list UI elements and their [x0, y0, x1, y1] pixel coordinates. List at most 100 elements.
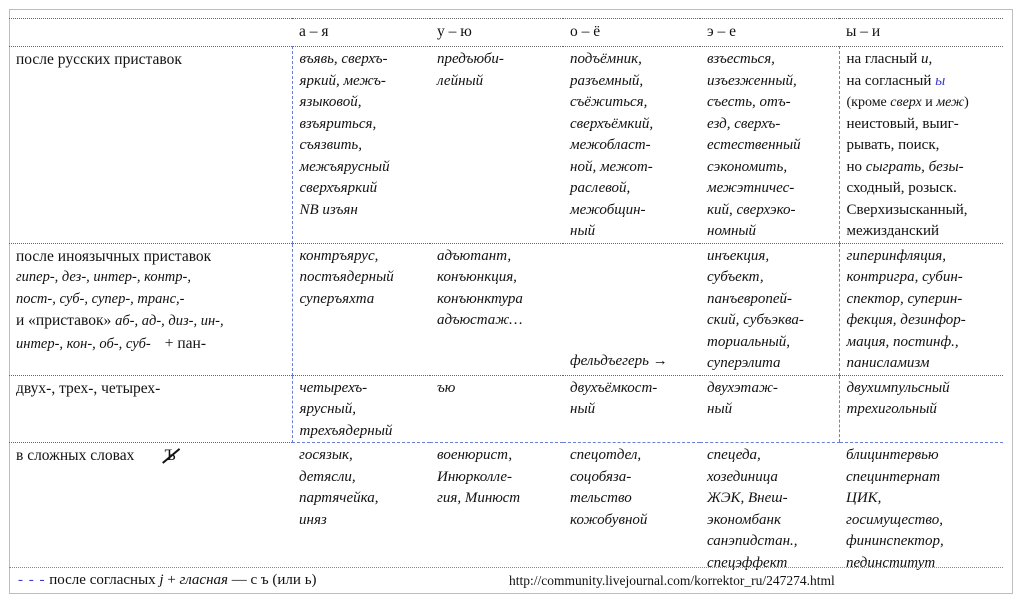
- text-run-italic: аб-, ад-, диз-, ин-,: [115, 313, 224, 329]
- cell-line: изъезженный,: [707, 72, 797, 89]
- row-label-numeric: двух-, трех-, четырех-: [9, 375, 292, 443]
- cell-line: разъемный,: [570, 72, 644, 89]
- cell-line: межизданский: [846, 223, 940, 239]
- cell-line: госязык,: [299, 447, 353, 463]
- text-run-italic: меж: [936, 95, 965, 110]
- cell-foreign-e: инъекция, субъект, панъевропей- ский, су…: [700, 243, 839, 376]
- cell-line: езд, сверхъ-: [707, 115, 781, 132]
- text-run-italic: сверх: [890, 95, 922, 110]
- col-header-y-i: ы – и: [839, 18, 1003, 47]
- row-label-compound: в сложных словах Ъ: [9, 443, 292, 578]
- text-run: ): [964, 95, 969, 110]
- footer-text: — с ъ (или ь): [228, 572, 317, 588]
- cell-line: но сыграть, безы-: [847, 157, 997, 179]
- cell-line: инъекция,: [707, 247, 770, 264]
- cell-line: естественный: [707, 137, 801, 153]
- cell-line: фекция, дезинфор-: [846, 312, 966, 328]
- cell-line: ный: [707, 401, 733, 417]
- cell-line: сходный, розыск.: [846, 180, 957, 196]
- cell-line: четырехъ-: [299, 379, 368, 396]
- cell-line: госимущество,: [846, 511, 943, 528]
- cell-foreign-a: контръярус, постъядерный суперъяхта: [291, 243, 430, 376]
- cell-line: суперъяхта: [299, 290, 375, 307]
- cell-line: на гласный и,: [847, 49, 997, 71]
- text-run: (кроме: [846, 95, 891, 110]
- row-foreign-prefixes: после иноязычных приставок гипер-, дез-,…: [9, 243, 1003, 376]
- cell-line: яркий, межъ-: [299, 72, 386, 89]
- cell-line: тельство: [570, 490, 632, 506]
- cell-line: Сверхизысканный,: [846, 201, 968, 218]
- cell-line: военюрист,: [437, 447, 513, 463]
- cell-line: ный: [570, 223, 596, 239]
- col-header-u-yu: у – ю: [430, 18, 563, 47]
- cell-compound-y: блицинтервью специнтернат ЦИК, госимущес…: [839, 443, 1003, 578]
- text-run-italic: интер-, кон-, об-, суб-: [16, 335, 151, 352]
- cell-line: кий, сверхэко-: [707, 201, 796, 218]
- cell-line: межэтничес-: [707, 180, 795, 196]
- cell-line: сэкономить,: [707, 158, 788, 175]
- foreign-prefix-list: интер-, кон-, об-, суб- + пан-: [16, 333, 285, 356]
- header-row: а – я у – ю о – ё э – е ы – и: [9, 18, 1003, 47]
- footer-j: j: [159, 572, 164, 588]
- cell-line: гия, Минюст: [437, 490, 521, 506]
- cell-numeric-e: двухэтаж- ный: [700, 375, 839, 443]
- text-run: и: [921, 95, 937, 110]
- cell-line: межъярусный: [299, 158, 390, 175]
- cell-line: постъядерный: [299, 269, 394, 285]
- text-run-italic: и,: [921, 51, 933, 67]
- cell-line: суперэлита: [707, 355, 781, 371]
- cell-line: партячейка,: [299, 490, 379, 506]
- cell-compound-e: спецеда, хозединица ЖЭК, Внеш- экономбан…: [700, 443, 839, 578]
- cell-line: языковой,: [299, 94, 362, 110]
- cell-line: мация, постинф.,: [846, 333, 959, 350]
- cell-line: сверхъёмкий,: [570, 115, 654, 132]
- cell-line: конъюнкция,: [437, 269, 517, 285]
- cell-line: субъект,: [707, 269, 764, 285]
- cell-foreign-u: адъютант, конъюнкция, конъюнктура адъюст…: [430, 243, 563, 376]
- cell-line: специнтернат: [846, 468, 941, 485]
- cell-line: рывать, поиск,: [846, 137, 940, 153]
- cell-compound-u: военюрист, Инюрколле- гия, Минюст: [430, 443, 563, 578]
- source-url[interactable]: http://community.livejournal.com/korrekt…: [509, 573, 835, 588]
- cell-numeric-y: двухимпульсный трехигольный: [838, 375, 1003, 443]
- cell-line: двухэтаж-: [707, 379, 778, 396]
- cell-line: адъюстаж…: [437, 312, 523, 328]
- text-run: и «приставок»: [16, 312, 116, 329]
- row-russian-prefixes: после русских приставок въявь, сверхъ- я…: [9, 46, 1003, 244]
- cell-line: детясли,: [299, 468, 356, 485]
- cell-line: раслевой,: [570, 180, 631, 196]
- cell-line: ский, субъэква-: [707, 312, 804, 328]
- cell-line: на согласный ы: [847, 71, 997, 93]
- foreign-prefix-list: гипер-, дез-, интер-, контр-,: [16, 269, 191, 285]
- cell-line: сверхъяркий: [299, 180, 378, 196]
- cell-line: ной, межот-: [570, 158, 653, 175]
- cell-line: спецеда,: [707, 447, 761, 463]
- footer-text: +: [163, 572, 180, 588]
- cell-line: соцобяза-: [570, 468, 632, 485]
- cell-line: спецотдел,: [570, 447, 642, 463]
- cell-line: NB изъян: [299, 201, 358, 218]
- cell-line: въявь, сверхъ-: [299, 51, 388, 67]
- cell-line: фининспектор,: [846, 533, 944, 549]
- plus-pan: + пан-: [164, 334, 207, 352]
- cell-line: трехъядерный: [299, 422, 393, 439]
- cell-foreign-y: гиперинфляция, контригра, субин- спектор…: [838, 243, 1003, 376]
- cell-compound-o: спецотдел, соцобяза- тельство кожобувной: [563, 443, 700, 578]
- cell-numeric-a: четырехъ- ярусный, трехъядерный: [291, 375, 430, 443]
- cell-line: межобласт-: [570, 137, 651, 153]
- col-header-a-ya: а – я: [292, 18, 430, 47]
- cell-line: съязвить,: [299, 137, 363, 153]
- cell-line: ЖЭК, Внеш-: [707, 490, 788, 506]
- cell-numeric-o: двухъёмкост- ный: [563, 375, 700, 443]
- row-label-foreign: после иноязычных приставок гипер-, дез-,…: [9, 243, 292, 376]
- cell-line: спектор, суперин-: [846, 290, 963, 307]
- cell-line: взъяриться,: [299, 115, 377, 132]
- cell-line: неистовый, выиг-: [846, 115, 959, 132]
- cell-line: иняз: [299, 511, 327, 528]
- row-compound-words: в сложных словах Ъ госязык, детясли, парт…: [9, 443, 1003, 578]
- cell-line: трехигольный: [846, 401, 937, 417]
- cell-numeric-u: ъю: [430, 375, 563, 443]
- spelling-table: а – я у – ю о – ё э – е ы – и после русс…: [9, 18, 1003, 577]
- cell-line: контръярус,: [299, 247, 379, 264]
- cell-line: экономбанк: [707, 511, 782, 528]
